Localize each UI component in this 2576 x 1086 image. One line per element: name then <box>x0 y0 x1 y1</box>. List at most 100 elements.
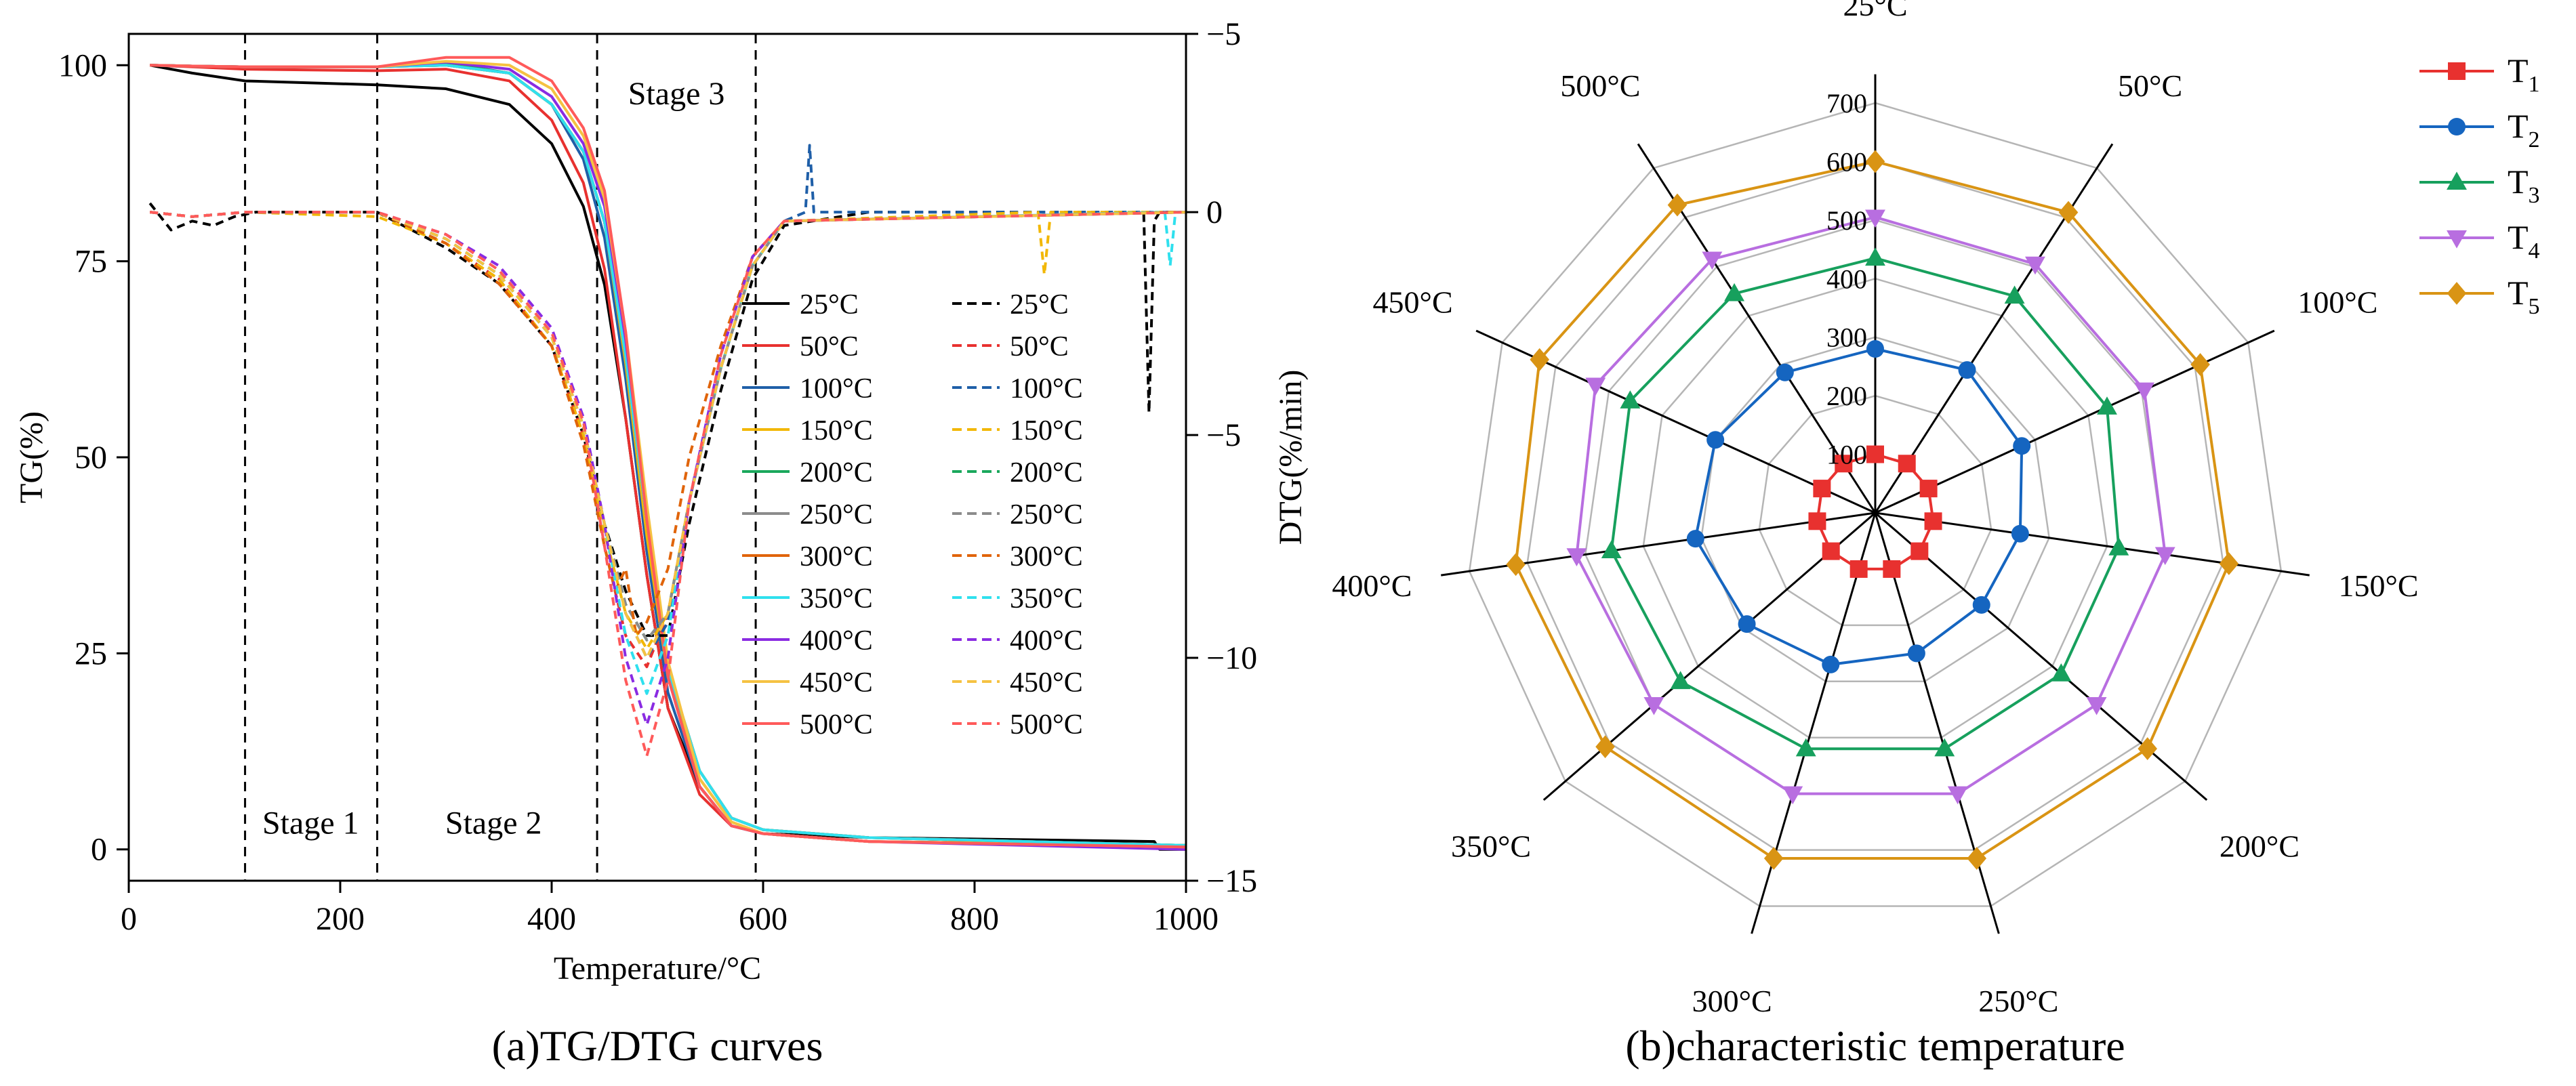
radar-radial-tick-label: 700 <box>1826 88 1867 119</box>
radar-point-T1 <box>1898 455 1916 473</box>
y2-tick-label: −15 <box>1206 863 1257 899</box>
legend-solid-label: 25°C <box>800 289 859 320</box>
stage-labels: Stage 1 Stage 2 Stage 3 <box>262 76 724 841</box>
radar-point-T4 <box>2086 696 2107 715</box>
radar-ring <box>1526 161 2224 851</box>
legend-dashed-label: 350°C <box>1010 583 1083 614</box>
radar-point-T5 <box>2138 737 2158 760</box>
radar-point-T5 <box>1667 193 1688 217</box>
radar-spoke <box>1542 511 1876 801</box>
radar-point-T3 <box>1670 671 1691 690</box>
radar-legend-label: T4 <box>2508 218 2540 264</box>
radar-point-T3 <box>1601 540 1622 559</box>
radar-radial-tick-label: 500 <box>1826 205 1867 236</box>
legend-solid-label: 50°C <box>800 331 859 362</box>
radar-radial-tick-label: 100 <box>1826 440 1867 470</box>
radar-series-line-T4 <box>1575 215 2167 795</box>
radar-ring <box>1700 336 2050 683</box>
radar-category-label: 500°C <box>1560 68 1640 103</box>
radar-point-T5 <box>2058 201 2079 224</box>
radar-point-T5 <box>2219 552 2239 575</box>
radar-ring <box>1468 102 2283 907</box>
legend-solid-label: 100°C <box>800 373 873 404</box>
x-tick-label: 1000 <box>1153 901 1219 937</box>
radar-legend-label: T2 <box>2508 107 2540 152</box>
radar-point-T3 <box>2004 285 2025 304</box>
radar-point-T1 <box>1919 480 1938 498</box>
radar-category-label: 50°C <box>2118 68 2182 103</box>
radar-point-T1 <box>1883 560 1901 578</box>
radar-point-T3 <box>2051 663 2072 682</box>
y2-tick-label: −5 <box>1206 417 1241 453</box>
y-tick-label: 75 <box>75 244 107 280</box>
radar-point-T4 <box>1865 209 1885 228</box>
radar-point-T1 <box>1849 560 1868 578</box>
radar-legend-marker <box>2447 230 2467 249</box>
stage-boundaries <box>244 34 757 881</box>
radar-point-T4 <box>1585 377 1606 396</box>
radar-spoke <box>1875 329 2275 514</box>
dtg-line-10 <box>149 211 1187 757</box>
radar-legend-marker <box>2448 62 2466 80</box>
radar-point-T4 <box>1782 786 1803 805</box>
legend-solid-label: 150°C <box>800 415 873 446</box>
y2-axis-label: DTG(%/min) <box>1273 370 1309 545</box>
legend-solid-label: 300°C <box>800 541 873 572</box>
radar-point-T5 <box>1506 553 1526 577</box>
legend-dashed-label: 300°C <box>1010 541 1083 572</box>
radar-point-T5 <box>1763 847 1784 870</box>
radar-point-T5 <box>2190 353 2210 376</box>
radar-spoke <box>1874 143 2114 514</box>
tg-curves <box>149 56 1187 851</box>
x-axis-label: Temperature/°C <box>554 951 761 986</box>
legend-dashed-label: 25°C <box>1010 289 1069 320</box>
radar-category-label: 300°C <box>1692 984 1772 1018</box>
radar-point-T3 <box>1934 738 1955 757</box>
radar-panel: 100 200 300 400 500 600 700 25°C 50°C 100°C 150°C… <box>1332 0 2539 1070</box>
legend-dashed-label: 450°C <box>1010 667 1083 698</box>
radar-point-T3 <box>2097 396 2117 415</box>
radar-legend-marker <box>2448 118 2466 135</box>
legend-dashed-label: 500°C <box>1010 709 1083 740</box>
y-tick-label: 25 <box>75 635 107 671</box>
x-tick-label: 800 <box>950 901 999 937</box>
y-tick-label: 100 <box>58 47 107 83</box>
y-tick-label: 50 <box>75 440 107 476</box>
radar-legend-label: T1 <box>2508 51 2540 97</box>
legend-solid-label: 250°C <box>800 499 873 530</box>
radar-category-label: 100°C <box>2297 285 2377 319</box>
legend-solid-label: 400°C <box>800 625 873 656</box>
radar-category-label: 150°C <box>2339 568 2419 603</box>
radar-series-line-T2 <box>1694 347 2024 666</box>
y2-tick-label: −10 <box>1206 640 1257 676</box>
radar-point-T2 <box>1822 655 1840 673</box>
radar-ring <box>1642 277 2108 738</box>
x-tick-label: 600 <box>739 901 788 937</box>
radar-point-T2 <box>2011 524 2029 543</box>
radar-point-T4 <box>1566 548 1587 566</box>
legend-dashed-label: 100°C <box>1010 373 1083 404</box>
radar-point-T5 <box>1967 847 1987 870</box>
dtg-curves <box>148 144 1187 757</box>
radar-point-T4 <box>1702 251 1723 270</box>
radar-grid <box>1441 74 2310 934</box>
panel-a-caption: (a)TG/DTG curves <box>492 1022 823 1070</box>
x-tick-label: 0 <box>121 901 137 937</box>
radar-point-T2 <box>1738 615 1756 633</box>
radar-legend-label: T5 <box>2508 274 2540 319</box>
axes: 0 200 400 600 800 1000 0 25 50 75 100 −5 0 −5 −10 −15 <box>58 16 1257 937</box>
radar-point-T4 <box>1947 786 1968 805</box>
radar-point-T3 <box>1865 247 1885 266</box>
radar-category-label: 350°C <box>1451 829 1531 863</box>
radar-category-label: 200°C <box>2220 829 2299 863</box>
radar-point-T2 <box>1706 431 1725 449</box>
legend-dashed-label: 50°C <box>1010 331 1069 362</box>
x-tick-label: 400 <box>527 901 576 937</box>
dtg-line-7 <box>149 211 1186 695</box>
legend-solid-label: 500°C <box>800 709 873 740</box>
radar-point-T4 <box>1643 696 1664 715</box>
radar-point-T1 <box>1813 480 1831 498</box>
radar-category-label: 25°C <box>1843 0 1907 22</box>
radar-point-T5 <box>1530 348 1550 371</box>
